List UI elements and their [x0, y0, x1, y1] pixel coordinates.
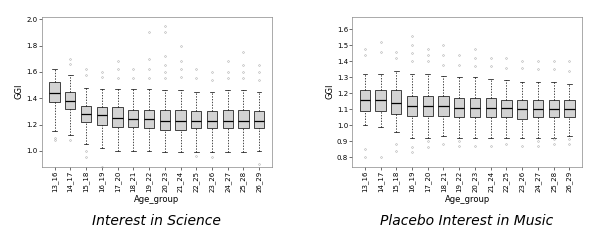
Y-axis label: GGI: GGI — [15, 84, 24, 99]
FancyBboxPatch shape — [112, 107, 122, 127]
FancyBboxPatch shape — [454, 98, 464, 117]
FancyBboxPatch shape — [533, 100, 543, 117]
FancyBboxPatch shape — [517, 100, 527, 119]
FancyBboxPatch shape — [238, 110, 248, 129]
Text: Interest in Science: Interest in Science — [92, 214, 221, 228]
FancyBboxPatch shape — [485, 98, 496, 117]
FancyBboxPatch shape — [128, 110, 139, 127]
FancyBboxPatch shape — [548, 100, 559, 117]
FancyBboxPatch shape — [81, 106, 91, 122]
FancyBboxPatch shape — [207, 111, 217, 129]
FancyBboxPatch shape — [439, 96, 449, 116]
FancyBboxPatch shape — [254, 111, 265, 129]
FancyBboxPatch shape — [502, 100, 512, 117]
FancyBboxPatch shape — [49, 82, 60, 102]
FancyBboxPatch shape — [223, 110, 233, 129]
X-axis label: Age_group: Age_group — [445, 195, 490, 204]
FancyBboxPatch shape — [359, 90, 370, 111]
FancyBboxPatch shape — [97, 107, 107, 124]
FancyBboxPatch shape — [175, 110, 185, 130]
Y-axis label: GGI: GGI — [325, 84, 334, 99]
X-axis label: Age_group: Age_group — [134, 195, 179, 204]
FancyBboxPatch shape — [407, 96, 417, 116]
FancyBboxPatch shape — [144, 110, 154, 129]
FancyBboxPatch shape — [65, 92, 76, 109]
FancyBboxPatch shape — [564, 100, 575, 117]
FancyBboxPatch shape — [160, 110, 170, 130]
FancyBboxPatch shape — [376, 90, 386, 111]
FancyBboxPatch shape — [470, 98, 480, 117]
FancyBboxPatch shape — [422, 96, 433, 116]
Text: Placebo Interest in Music: Placebo Interest in Music — [380, 214, 554, 228]
FancyBboxPatch shape — [391, 90, 401, 114]
FancyBboxPatch shape — [191, 111, 202, 129]
